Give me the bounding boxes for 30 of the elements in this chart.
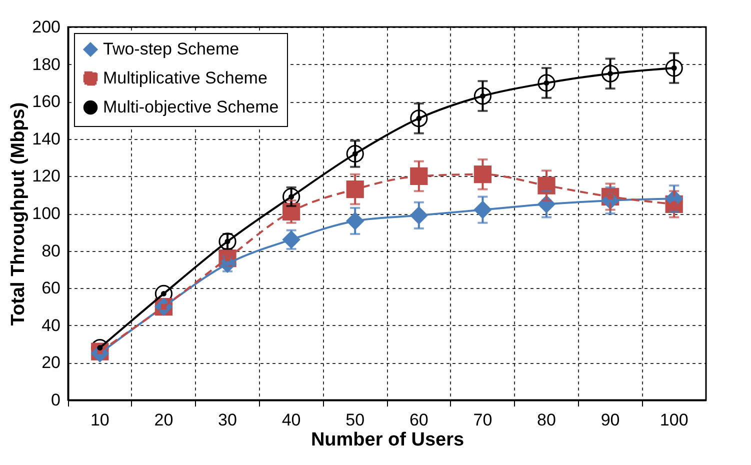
point (410, 167, 428, 186)
legend-label: Two-step Scheme (103, 40, 240, 58)
x-tick-label: 40 (282, 410, 301, 430)
y-tick-label: 40 (42, 316, 60, 335)
y-tick-label: 0 (51, 390, 60, 410)
point (346, 180, 364, 198)
point (474, 166, 492, 184)
y-tick-label: 120 (32, 166, 60, 186)
y-axis-title: Total Throughput (Mbps) (8, 102, 30, 326)
y-tick-label: 160 (32, 92, 60, 112)
legend-label: Multi-objective Scheme (103, 98, 279, 116)
y-tick-label: 200 (32, 18, 60, 36)
x-tick-label: 60 (409, 410, 428, 430)
x-tick-label: 10 (90, 410, 110, 430)
point (538, 176, 556, 194)
x-tick-label: 100 (660, 410, 688, 430)
y-tick-label: 20 (42, 353, 60, 372)
x-tick-label: 70 (473, 410, 492, 430)
x-tick-label: 80 (537, 410, 556, 430)
y-tick-label: 140 (32, 129, 60, 148)
x-tick-label: 50 (346, 410, 365, 430)
x-axis-title: Number of Users (310, 430, 464, 450)
y-tick-label: 60 (42, 278, 60, 298)
x-tick-label: 30 (218, 410, 237, 430)
y-tick-label: 80 (42, 241, 60, 260)
y-tick-label: 180 (32, 54, 60, 74)
y-tick-label: 100 (32, 204, 60, 223)
x-tick-label: 90 (600, 410, 620, 430)
legend-label: Multiplicative Scheme (103, 68, 268, 88)
x-tick-label: 20 (154, 410, 174, 430)
